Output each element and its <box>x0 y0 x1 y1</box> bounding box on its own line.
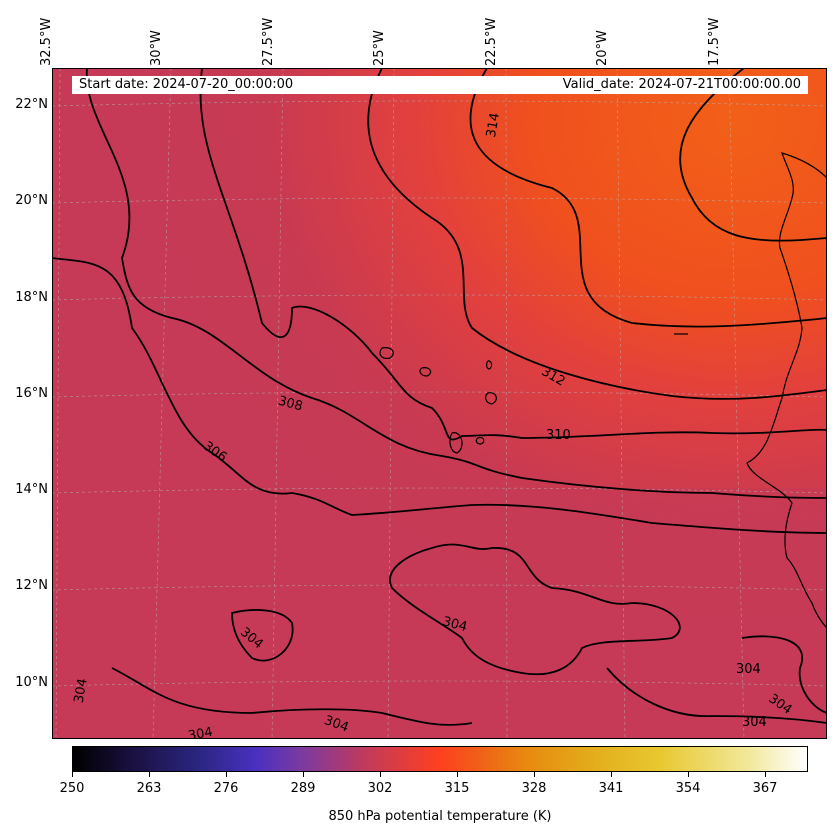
colorbar-tick-label: 341 <box>598 781 624 796</box>
lon-label-text: 17.5°W <box>707 17 722 66</box>
colorbar-tick <box>149 772 150 777</box>
contour-label: 304 <box>187 725 214 739</box>
colorbar-tick <box>303 772 304 777</box>
contour-label: 304 <box>742 715 767 730</box>
lon-label: 17.5°W <box>707 6 742 66</box>
lon-label-text: 30°W <box>149 30 164 66</box>
lat-label: 16°N <box>15 386 48 401</box>
contour-304-south <box>111 667 473 726</box>
colorbar-tick-label: 250 <box>59 781 85 796</box>
lon-label-text: 27.5°W <box>261 17 276 66</box>
lon-label-text: 32.5°W <box>39 17 54 66</box>
colorbar-tick-label: 263 <box>136 781 162 796</box>
contour-314 <box>469 68 827 328</box>
contour-label: 308 <box>276 394 304 415</box>
contour-304-east2 <box>606 667 827 724</box>
cape-verde-island <box>486 360 493 370</box>
lat-label: 12°N <box>15 578 48 593</box>
colorbar-tick-label: 367 <box>752 781 778 796</box>
colorbar-tick-label: 328 <box>521 781 547 796</box>
colorbar-tick <box>688 772 689 777</box>
contour-306 <box>52 257 827 534</box>
contour-316 <box>679 68 827 242</box>
cape-verde-island <box>419 367 432 377</box>
contour-304-west <box>231 609 294 662</box>
colorbar-tick-label: 354 <box>675 781 701 796</box>
colorbar-tick-label: 289 <box>290 781 316 796</box>
contour-label: 304 <box>72 677 91 704</box>
lon-label-text: 22.5°W <box>484 17 499 66</box>
gridline-lon <box>55 68 61 739</box>
cool-band <box>52 488 827 739</box>
gridline-lon <box>728 68 745 739</box>
start-date: Start date: 2024-07-20_00:00:00 <box>79 77 294 92</box>
graticule <box>52 68 827 739</box>
map-frame <box>52 68 827 739</box>
contour-304-east <box>741 635 827 714</box>
colorbar-tick <box>611 772 612 777</box>
colorbar-tick-label: 276 <box>213 781 239 796</box>
lon-label: 30°W <box>149 6 184 66</box>
colorbar-tick <box>72 772 73 777</box>
lon-label: 20°W <box>595 6 630 66</box>
colorbar <box>72 746 808 772</box>
cape-verde-island <box>475 437 485 445</box>
colorbar-tick-label: 302 <box>367 781 393 796</box>
colorbar-tick <box>380 772 381 777</box>
lat-label: 18°N <box>15 290 48 305</box>
valid-date: Valid_date: 2024-07-21T00:00:00.00 <box>562 77 801 92</box>
contour-310 <box>199 68 827 441</box>
lon-label-text: 25°W <box>372 30 387 66</box>
gridline-lon <box>616 68 626 739</box>
contour-312 <box>367 68 827 400</box>
contour-308 <box>85 68 827 499</box>
lon-label-text: 20°W <box>595 30 610 66</box>
contour-lines <box>52 68 827 726</box>
coastline <box>379 152 827 629</box>
contour-label: 304 <box>736 662 761 677</box>
colorbar-tick <box>226 772 227 777</box>
lat-label: 14°N <box>15 482 48 497</box>
cape-verde-island <box>379 347 394 359</box>
colorbar-title: 850 hPa potential temperature (K) <box>328 809 552 824</box>
contour-label: 314 <box>484 112 503 139</box>
lat-label: 20°N <box>15 193 48 208</box>
colorbar-tick <box>534 772 535 777</box>
cape-verde-island <box>485 392 497 405</box>
lon-label: 32.5°W <box>39 6 74 66</box>
colorbar-tick <box>765 772 766 777</box>
lon-label: 27.5°W <box>261 6 296 66</box>
gridline-lon <box>505 68 508 739</box>
lon-label: 22.5°W <box>484 6 519 66</box>
colorbar-tick-label: 315 <box>444 781 470 796</box>
date-banner: Start date: 2024-07-20_00:00:00 Valid_da… <box>72 76 808 94</box>
lat-label: 10°N <box>15 675 48 690</box>
gridline-lon <box>387 68 395 739</box>
contour-label: 310 <box>546 428 571 443</box>
contour-304-blob <box>389 543 681 676</box>
lon-label: 25°W <box>372 6 407 66</box>
lat-label: 22°N <box>15 97 48 112</box>
africa-coast <box>746 152 827 629</box>
cape-verde-island <box>449 432 463 454</box>
colorbar-tick <box>457 772 458 777</box>
gridline-lon <box>152 68 172 739</box>
map-panel: 314 312 310 308 306 304 304 304 304 304 … <box>52 68 827 739</box>
contour-label: 304 <box>441 614 469 635</box>
gridline-lon <box>271 68 284 739</box>
